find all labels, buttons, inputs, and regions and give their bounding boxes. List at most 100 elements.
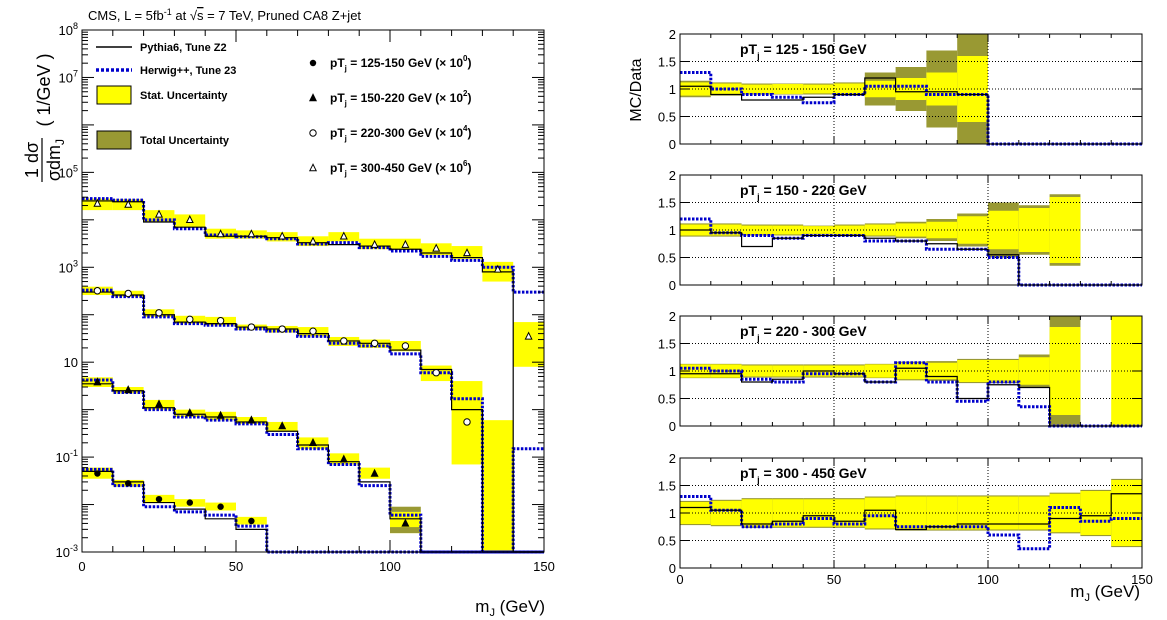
y-tick-label: 2 — [669, 27, 676, 42]
y-tick-label: 1.5 — [658, 337, 676, 352]
data-point — [278, 421, 287, 430]
data-point — [339, 231, 348, 240]
pythia-ratio-line — [680, 493, 1142, 531]
data-point — [216, 410, 225, 419]
legend-bin-label: pTj = 150-220 GeV (× 102) — [330, 89, 471, 108]
data-point — [186, 499, 193, 506]
data-point — [154, 399, 164, 408]
ratio-panel: 0 0.5 1 1.5 2 pTj = 125 - 150 GeV — [658, 27, 1143, 152]
data-point — [308, 93, 318, 102]
data-point — [462, 248, 472, 257]
y-tick-label: 0 — [669, 137, 676, 152]
data-point — [93, 377, 102, 386]
data-point — [185, 408, 194, 417]
legend-pythia-label: Pythia6, Tune Z2 — [140, 42, 227, 54]
ratio-panel: 0 0.5 1 1.5 2 pTj = 150 - 220 GeV — [658, 168, 1143, 293]
ratio-panel: 0 0.5 1 1.5 2 pTj = 220 - 300 GeV — [658, 309, 1143, 434]
main-x-axis-label: mJ (GeV) — [475, 597, 545, 619]
data-point — [401, 239, 410, 248]
data-point — [154, 209, 164, 218]
y-tick-label: 0 — [669, 561, 676, 576]
y-tick-label: 1.5 — [658, 55, 676, 70]
y-tick-label: 1 — [669, 223, 676, 238]
stat-band — [710, 83, 742, 95]
x-tick-label: 100 — [379, 559, 401, 574]
data-point — [93, 198, 102, 207]
stat-band — [741, 84, 773, 94]
y-tick-label: 103 — [59, 258, 78, 275]
data-point — [278, 325, 286, 333]
stat-band — [772, 499, 804, 527]
y-tick-label: 0 — [669, 419, 676, 434]
pythia-line — [82, 291, 544, 553]
data-point — [309, 59, 317, 67]
stat-band — [957, 360, 988, 382]
main-uncertainty-bands — [82, 198, 544, 552]
y-label-frac-den: σdmJ — [44, 139, 67, 181]
y-tick-label: 1 — [669, 506, 676, 521]
legend-stat-swatch — [96, 85, 132, 105]
data-point — [493, 264, 502, 273]
ratio-x-axis-label: mJ (GeV) — [1070, 582, 1140, 604]
stat-band — [864, 80, 896, 98]
y-tick-label: 1 — [669, 364, 676, 379]
x-tick-label: 50 — [827, 572, 841, 587]
y-tick-label: 2 — [669, 309, 676, 324]
data-point — [216, 316, 225, 325]
data-point — [370, 468, 379, 477]
stat-band — [772, 365, 804, 377]
stat-band — [988, 360, 1019, 382]
data-point — [401, 342, 410, 350]
data-point — [370, 239, 379, 248]
data-point — [217, 503, 224, 510]
legend-total-label: Total Uncertainty — [140, 135, 230, 147]
data-point — [524, 331, 533, 340]
data-point — [247, 415, 256, 424]
data-point — [155, 309, 163, 317]
main-chart: 0 50 100 150 10-3 10-1 10 103 105 107 108 CMS, L =… — [22, 7, 555, 619]
stat-band — [710, 224, 742, 236]
y-tick-label: 2 — [669, 451, 676, 466]
stat-band — [864, 224, 896, 236]
main-data-points — [93, 198, 533, 527]
herwig-ratio-line — [680, 361, 1142, 428]
y-tick-label: 0.5 — [658, 392, 676, 407]
x-tick-label: 150 — [1131, 572, 1153, 587]
y-tick-label: 1.5 — [658, 196, 676, 211]
ratio-panel-label: pTj = 300 - 450 GeV — [740, 465, 867, 485]
data-point — [463, 418, 471, 426]
x-tick-label: 50 — [229, 559, 243, 574]
main-axes: 0 50 100 150 10-3 10-1 10 103 105 107 108 — [56, 21, 555, 574]
ratio-panel: 0 0.5 1 1.5 2 0 50 100 150 pTj = 300 - 450 GeV — [658, 451, 1153, 587]
x-tick-label: 0 — [78, 559, 85, 574]
x-tick-label: 150 — [533, 559, 555, 574]
legend-total-swatch — [96, 130, 132, 150]
data-point — [155, 495, 163, 503]
y-tick-label: 10-1 — [56, 448, 78, 465]
stat-band — [741, 365, 773, 377]
pythia-ratio-line — [680, 229, 1142, 286]
legend: Pythia6, Tune Z2 Herwig++, Tune 23 Stat.… — [96, 42, 471, 178]
data-point — [93, 287, 102, 295]
data-point — [94, 470, 101, 477]
ratio-panels: 0 0.5 1 1.5 2 pTj = 125 - 150 GeV 0 0.5 1 1.5 2 pTj… — [658, 27, 1153, 587]
legend-herwig-label: Herwig++, Tune 23 — [140, 65, 236, 77]
stat-band — [834, 365, 865, 377]
stat-band — [834, 225, 865, 235]
legend-bin-label: pTj = 300-450 GeV (× 106) — [330, 159, 471, 178]
stat-band — [482, 420, 514, 552]
ratio-panel-label: pTj = 150 - 220 GeV — [740, 182, 867, 202]
y-tick-label: 10-3 — [56, 543, 78, 560]
data-point — [370, 339, 379, 347]
data-point — [247, 323, 256, 331]
y-tick-label: 1.5 — [658, 479, 676, 494]
herwig-line — [82, 467, 544, 554]
stat-band — [741, 225, 773, 235]
y-tick-label: 2 — [669, 168, 676, 183]
pythia-line — [82, 200, 544, 553]
y-tick-label: 10 — [64, 355, 78, 370]
total-band — [390, 527, 421, 534]
pythia-line — [82, 383, 544, 553]
data-point — [186, 315, 194, 324]
